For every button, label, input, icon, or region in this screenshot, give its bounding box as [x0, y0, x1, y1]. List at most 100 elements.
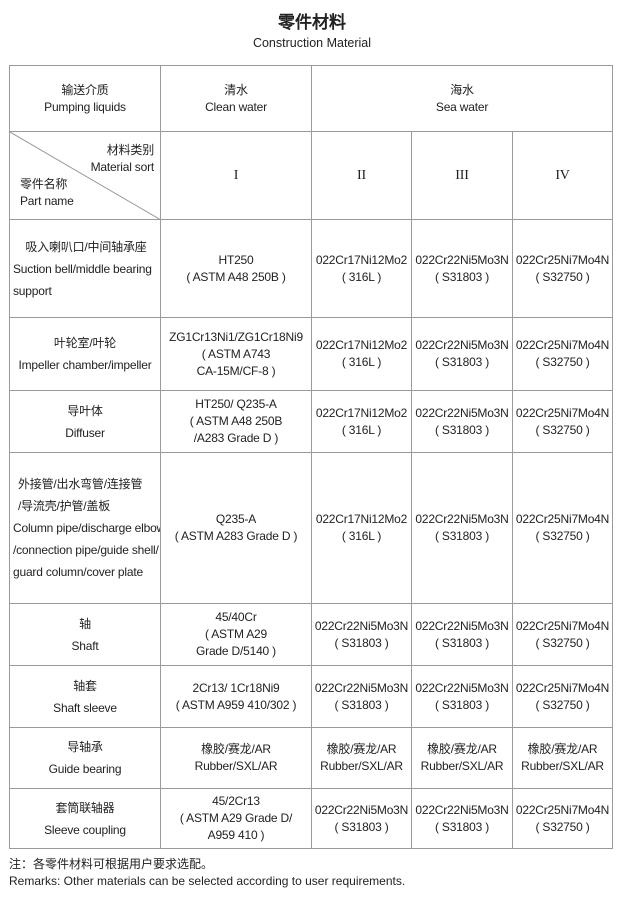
cell-line: ( S32750 ): [535, 819, 590, 834]
material-cell-c2: 022Cr22Ni5Mo3N ( S31803 ): [311, 603, 412, 666]
material-cell-c1: HT250/ Q235-A ( ASTM A48 250B/A283 Grade …: [160, 390, 312, 453]
cell-line: 022Cr25Ni7Mo4N: [515, 338, 610, 352]
material-cell-c1: 橡胶/赛龙/AR Rubber/SXL/AR: [160, 727, 312, 789]
material-cell-c2: 橡胶/赛龙/AR Rubber/SXL/AR: [311, 727, 412, 789]
cell-line: 橡胶/赛龙/AR: [427, 742, 497, 756]
cell-line: ( S31803 ): [434, 269, 490, 284]
cell-line: ( S31803 ): [434, 422, 490, 437]
cell-line: ( ASTM A959 410/302 ): [175, 697, 297, 712]
cell-line: 叶轮室/叶轮: [53, 336, 117, 350]
part-name-en: Part name: [20, 194, 74, 208]
material-sort-cn: 材料类别: [106, 143, 154, 157]
material-cell-c3: 022Cr22Ni5Mo3N ( S31803 ): [411, 603, 513, 666]
table-row: 轴套 Shaft sleeve 2Cr13/ 1Cr18Ni9 ( ASTM A959…: [9, 665, 614, 728]
material-cell-c3: 022Cr22Ni5Mo3N ( S31803 ): [411, 317, 513, 391]
cell-line: ( 316L ): [341, 529, 382, 543]
remarks-en: Remarks: Other materials can be selected…: [9, 874, 406, 888]
material-cell-c1: 2Cr13/ 1Cr18Ni9 ( ASTM A959 410/302 ): [160, 665, 312, 728]
cell-line: ( ASTM A48 250B: [189, 414, 283, 428]
cell-line: Rubber/SXL/AR: [420, 759, 504, 773]
cell-line: 导叶体: [67, 403, 103, 418]
remarks-cn: 注：各零件材料可根据用户要求选配。: [9, 857, 214, 871]
pumping-liquids-header: 输送介质 Pumping liquids: [9, 65, 161, 132]
material-cell-c1: 45/2Cr13 ( ASTM A29 Grade D/A959 410 ): [160, 788, 312, 849]
diagonal-header-cell: 材料类别 Material sort 零件名称 Part name: [9, 131, 161, 220]
cell-line: CA-15M/CF-8 ): [196, 363, 276, 378]
cell-line: Rubber/SXL/AR: [521, 759, 604, 773]
cell-line: 导轴承: [67, 740, 103, 754]
material-cell-c1: 45/40Cr ( ASTM A29 Grade D/5140 ): [160, 603, 312, 666]
cell-line: Sleeve coupling: [44, 822, 126, 837]
cell-line: 橡胶/赛龙/AR: [326, 742, 397, 756]
page-subtitle: Construction Material: [252, 36, 372, 50]
class-II: II: [311, 131, 412, 220]
cell-line: /connection pipe/guide shell/: [13, 543, 159, 557]
cell-line: 022Cr22Ni5Mo3N: [415, 405, 509, 420]
material-cell-c2: 022Cr22Ni5Mo3N ( S31803 ): [311, 665, 412, 728]
cell-line: 022Cr25Ni7Mo4N: [515, 405, 610, 420]
clean-water-header: 清水 Clean water: [160, 65, 312, 132]
material-cell-c2: 022Cr17Ni12Mo2 ( 316L ): [311, 317, 412, 391]
table-row: 吸入喇叭口/中间轴承座 Suction bell/middle bearing su…: [9, 219, 614, 318]
cell-line: ( S31803 ): [334, 635, 389, 650]
material-cell-c1: Q235-A ( ASTM A283 Grade D ): [160, 452, 312, 604]
material-cell-c3: 022Cr22Ni5Mo3N ( S31803 ): [411, 390, 513, 453]
cell-line: ( S31803 ): [434, 697, 490, 712]
material-cell-c4: 022Cr25Ni7Mo4N ( S32750 ): [511, 452, 614, 604]
cell-line: Suction bell/middle bearing: [13, 261, 152, 276]
cell-line: 022Cr22Ni5Mo3N: [314, 680, 409, 695]
material-cell-c3: 橡胶/赛龙/AR Rubber/SXL/AR: [411, 727, 513, 789]
cell-line: 橡胶/赛龙/AR: [527, 742, 598, 756]
cell-line: ZG1Cr13Ni1/ZG1Cr18Ni9: [169, 329, 303, 344]
part-name-cell: 叶轮室/叶轮 Impeller chamber/impeller: [9, 317, 161, 391]
cell-line: Shaft: [71, 638, 99, 653]
cell-line: ( S32750 ): [535, 422, 590, 437]
material-cell-c3: 022Cr22Ni5Mo3N ( S31803 ): [411, 219, 513, 318]
cell-line: 022Cr22Ni5Mo3N: [314, 802, 409, 817]
cell-line: /A283 Grade D ): [193, 431, 279, 445]
material-cell-c2: 022Cr17Ni12Mo2 ( 316L ): [311, 219, 412, 318]
part-name-cell: 套筒联轴器 Sleeve coupling: [9, 788, 161, 849]
cell-line: Shaft sleeve: [53, 700, 117, 715]
cell-line: A959 410 ): [207, 828, 265, 842]
cell-line: Diffuser: [65, 425, 105, 440]
class-I: I: [160, 131, 312, 220]
sea-water-header: 海水 Sea water: [310, 65, 614, 132]
material-sort-en: Material sort: [90, 160, 155, 174]
material-cell-c2: 022Cr17Ni12Mo2 ( 316L ): [311, 390, 412, 453]
cell-line: Guide bearing: [48, 762, 122, 776]
cell-line: ( S31803 ): [434, 635, 490, 650]
material-cell-c2: 022Cr22Ni5Mo3N ( S31803 ): [311, 788, 412, 849]
cell-line: 022Cr25Ni7Mo4N: [515, 802, 610, 817]
cell-line: ( S31803 ): [334, 819, 389, 834]
cell-line: 022Cr22Ni5Mo3N: [415, 512, 509, 526]
material-cell-c4: 022Cr25Ni7Mo4N ( S32750 ): [511, 665, 614, 728]
cell-line: 022Cr22Ni5Mo3N: [415, 802, 509, 817]
cell-line: 2Cr13/ 1Cr18Ni9: [192, 680, 280, 695]
remarks: 注：各零件材料可根据用户要求选配。 Remarks: Other materia…: [9, 856, 405, 890]
header-row-liquids: 输送介质 Pumping liquids 清水 Clean water 海水 Sea …: [9, 65, 614, 132]
cell-line: Q235-A: [215, 512, 257, 526]
material-cell-c4: 022Cr25Ni7Mo4N ( S32750 ): [511, 788, 614, 849]
cell-line: ( S31803 ): [334, 697, 389, 712]
material-cell-c4: 022Cr25Ni7Mo4N ( S32750 ): [511, 603, 614, 666]
part-name-cell: 导叶体 Diffuser: [9, 390, 161, 453]
cell-line: Column pipe/discharge elbow: [13, 521, 161, 535]
cell-line: ( S32750 ): [535, 355, 590, 369]
cell-line: 轴: [79, 616, 91, 631]
table-row: 外接管/出水弯管/连接管/导流壳/护管/盖板 Column pipe/discha…: [9, 452, 614, 604]
material-cell-c3: 022Cr22Ni5Mo3N ( S31803 ): [411, 452, 513, 604]
material-table: 输送介质 Pumping liquids 清水 Clean water 海水 Sea …: [9, 65, 614, 849]
cell-line: ( 316L ): [341, 422, 382, 437]
table-row: 套筒联轴器 Sleeve coupling 45/2Cr13 ( ASTM A29 G…: [9, 788, 614, 849]
cell-line: 45/2Cr13: [212, 794, 260, 808]
cell-line: ( S31803 ): [434, 819, 490, 834]
part-name-cell: 吸入喇叭口/中间轴承座 Suction bell/middle bearing su…: [9, 219, 161, 318]
cell-line: ( S32750 ): [535, 635, 590, 650]
cell-line: Impeller chamber/impeller: [18, 358, 152, 372]
cell-line: HT250: [218, 252, 254, 267]
material-cell-c4: 022Cr25Ni7Mo4N ( S32750 ): [511, 219, 614, 318]
cell-line: Rubber/SXL/AR: [194, 759, 278, 773]
cell-line: HT250/ Q235-A: [195, 397, 277, 411]
cell-line: guard column/cover plate: [13, 565, 143, 579]
